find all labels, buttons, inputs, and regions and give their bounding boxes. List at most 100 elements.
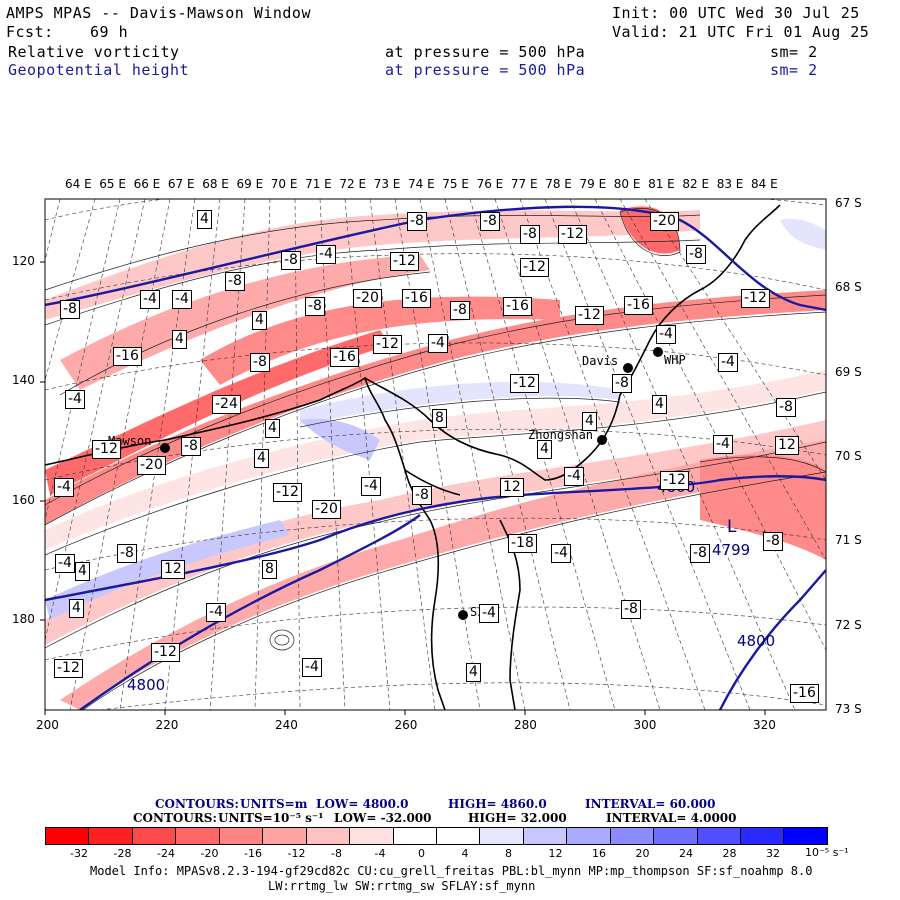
vorticity-label: -8 xyxy=(621,600,641,619)
left-y-label: 160 xyxy=(12,492,35,507)
model-info-line1: Model Info: MPASv8.2.3-194-gf29cd82c CU:… xyxy=(90,864,813,878)
vorticity-label: 4 xyxy=(652,395,667,414)
vorticity-label: -4 xyxy=(140,290,160,309)
vorticity-label: -16 xyxy=(113,347,142,366)
vorticity-label: 12 xyxy=(161,560,185,579)
top-longitude-label: 75 E xyxy=(442,177,469,191)
station-s3b-marker xyxy=(458,610,468,620)
colorbar-cell xyxy=(393,828,437,844)
colorbar-label: -8 xyxy=(331,847,342,860)
colorbar-label: 12 xyxy=(548,847,563,860)
vorticity-label: -4 xyxy=(479,604,499,623)
vorticity-label: -8 xyxy=(225,272,245,291)
top-longitude-label: 72 E xyxy=(339,177,367,191)
vorticity-label: 12 xyxy=(775,436,799,455)
vorticity-label: -12 xyxy=(575,306,604,325)
colorbar-label: -12 xyxy=(287,847,306,860)
left-y-label: 120 xyxy=(12,254,35,268)
vorticity-label: 12 xyxy=(500,478,524,497)
contour-info-line1-low: LOW= 4800.0 xyxy=(316,797,409,811)
colorbar-label: 24 xyxy=(679,847,693,860)
colorbar-cell xyxy=(523,828,568,844)
vorticity-label: -8 xyxy=(612,374,632,393)
graticule xyxy=(45,199,826,710)
vorticity-label: 4 xyxy=(69,599,84,618)
colorbar-label: 20 xyxy=(635,847,650,860)
colorbar-cell xyxy=(480,828,524,844)
vorticity-label: -8 xyxy=(450,301,470,320)
top-longitude-label: 71 E xyxy=(305,177,332,191)
vorticity-label: -4 xyxy=(55,554,75,573)
top-longitude-label: 79 E xyxy=(579,177,607,191)
colorbar xyxy=(45,827,828,845)
axis-ticks xyxy=(40,261,766,715)
vorticity-label: -4 xyxy=(718,353,738,372)
vorticity-label: -4 xyxy=(656,325,676,344)
top-longitude-label: 83 E xyxy=(716,177,744,191)
top-longitude-label: 81 E xyxy=(648,177,675,191)
vorticity-label: -4 xyxy=(316,245,336,264)
vorticity-label: 4 xyxy=(252,311,267,330)
bottom-x-label: 240 xyxy=(275,718,298,732)
vorticity-label: 4 xyxy=(75,562,90,581)
colorbar-label: 28 xyxy=(722,847,737,860)
height-contours xyxy=(45,205,826,710)
station-mawson-marker xyxy=(160,443,170,453)
field2-smoothing: sm= 2 xyxy=(770,61,818,79)
vorticity-label: -20 xyxy=(650,212,679,231)
top-longitude-label: 67 E xyxy=(167,177,195,191)
colorbar-cell xyxy=(89,828,133,844)
vorticity-label: -8 xyxy=(480,212,500,231)
contour-info-line1-interval: INTERVAL= 60.000 xyxy=(585,797,716,811)
vorticity-label: -4 xyxy=(428,334,448,353)
colorbar-cell xyxy=(784,828,827,844)
vorticity-label: -12 xyxy=(558,225,587,244)
colorbar-units: 10⁻⁵ s⁻¹ xyxy=(805,846,849,859)
colorbar-label: 16 xyxy=(592,847,606,860)
low-center-label: L xyxy=(727,517,737,537)
bottom-x-label: 260 xyxy=(394,718,418,732)
top-longitude-label: 66 E xyxy=(133,177,161,191)
vorticity-label: -8 xyxy=(686,245,706,264)
top-longitude-label: 64 E xyxy=(65,177,92,191)
station-label-whp: WHP xyxy=(664,353,686,367)
right-latitude-label: 71 S xyxy=(835,533,862,548)
station-label-davis: Davis xyxy=(582,354,619,368)
contour-info-line1-high: HIGH= 4860.0 xyxy=(448,797,547,811)
top-longitude-label: 76 E xyxy=(476,177,504,191)
vorticity-label: 8 xyxy=(432,409,447,428)
vorticity-label: 4 xyxy=(466,663,481,682)
height-label: 4799 xyxy=(712,541,751,559)
vorticity-label: -4 xyxy=(302,658,322,677)
top-longitude-label: 78 E xyxy=(545,177,572,191)
valid-time: Valid: 21 UTC Fri 01 Aug 25 xyxy=(612,23,870,41)
vorticity-label: -12 xyxy=(373,335,402,354)
left-y-label: 140 xyxy=(12,373,35,388)
vorticity-label: -8 xyxy=(412,486,432,505)
vorticity-label: 8 xyxy=(262,560,277,579)
vorticity-label: -8 xyxy=(305,297,325,316)
vorticity-label: -16 xyxy=(624,296,653,315)
vorticity-label: 4 xyxy=(582,412,597,431)
height-label: 4800 xyxy=(737,632,776,650)
vorticity-label: -18 xyxy=(508,534,537,553)
vorticity-label: -16 xyxy=(330,348,359,367)
top-longitude-label: 73 E xyxy=(373,177,401,191)
bottom-x-label: 220 xyxy=(155,718,179,732)
top-longitude-label: 77 E xyxy=(510,177,538,191)
vorticity-label: -16 xyxy=(503,297,532,316)
right-latitude-label: 67 S xyxy=(835,196,862,210)
vorticity-label: -12 xyxy=(741,289,770,308)
bottom-x-label: 320 xyxy=(753,718,776,732)
colorbar-label: -24 xyxy=(157,847,175,860)
vorticity-label: -12 xyxy=(151,643,180,662)
colorbar-cell xyxy=(46,828,90,844)
vorticity-label: -4 xyxy=(54,478,74,497)
station-markers xyxy=(160,347,663,620)
field2-name: Geopotential height xyxy=(8,61,190,79)
right-latitude-label: 73 S xyxy=(835,701,862,716)
bottom-x-label: 280 xyxy=(514,718,537,732)
top-longitude-label: 74 E xyxy=(408,177,435,191)
contour-info-line2-high: HIGH= 32.000 xyxy=(468,811,567,825)
